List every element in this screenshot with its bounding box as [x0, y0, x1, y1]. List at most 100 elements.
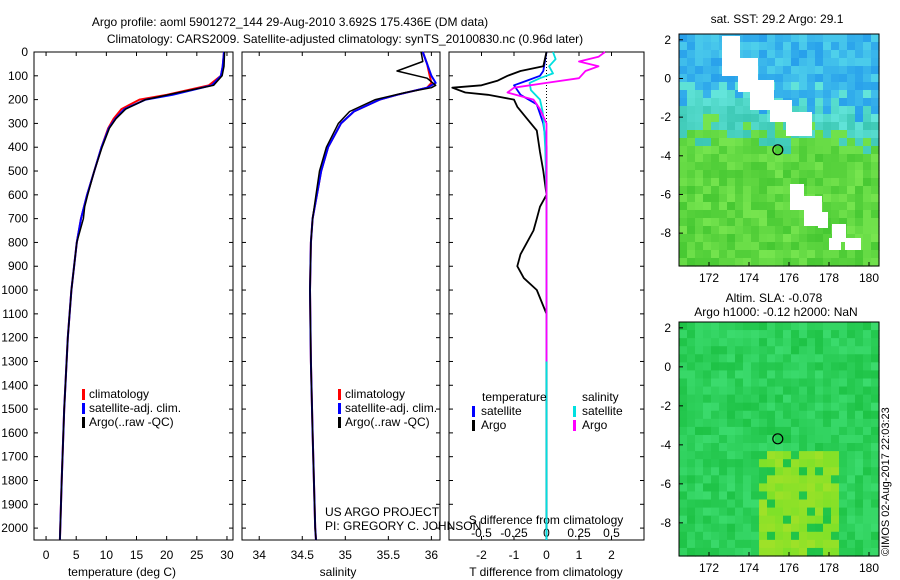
sla-map-cell	[719, 539, 728, 549]
sst-map-cell	[799, 74, 808, 83]
sla-map-cell	[831, 402, 840, 412]
sla-map-cell	[695, 467, 704, 476]
sst-map-cell	[767, 130, 776, 139]
sla-map-cell	[815, 451, 824, 460]
sst-map-cell	[783, 146, 792, 155]
sla-map-cell	[783, 499, 792, 509]
sst-map-cell	[775, 154, 784, 163]
sla-map-cell	[743, 386, 752, 396]
sst-map-cell	[855, 178, 864, 187]
sst-map-cell	[791, 138, 800, 147]
sst-map-cell	[759, 202, 768, 211]
sla-map-cell	[727, 507, 736, 517]
sst-map-cell	[695, 162, 704, 171]
sst-map-cell	[703, 218, 712, 227]
sst-map-cell	[687, 154, 696, 163]
sst-map-cell	[759, 250, 768, 259]
sla-map-cell	[727, 523, 736, 533]
sst-map-cell	[815, 122, 824, 131]
sst-map-cell	[839, 74, 848, 83]
sst-map-cell	[759, 146, 768, 155]
sst-map-cell	[847, 82, 856, 91]
sla-map-cell	[863, 507, 872, 517]
sst-map-cell	[799, 234, 808, 243]
sla-map-cell	[679, 418, 688, 428]
sla-map-cell	[759, 370, 768, 380]
sst-map-cell	[783, 202, 792, 211]
sst-map-cell	[759, 42, 768, 51]
sst-map-cell	[791, 178, 800, 187]
sst-map-cell	[727, 226, 736, 235]
sla-map-cell	[831, 443, 840, 452]
temperature-legend-swatch	[82, 403, 85, 414]
sla-map-cell	[759, 322, 768, 331]
sst-map-cell	[855, 186, 864, 195]
sst-map-cell	[799, 226, 808, 235]
sst-map-cell	[695, 98, 704, 107]
sla-map-cell	[679, 483, 688, 493]
sla-map-cell	[735, 434, 744, 444]
sst-map-cell	[695, 50, 704, 59]
sst-map-cell	[823, 242, 832, 251]
sst-map-cell	[711, 170, 720, 179]
sst-map-cell	[759, 226, 768, 235]
sst-map-cell	[695, 218, 704, 227]
sla-map-cell	[703, 402, 712, 412]
sst-map-cell	[695, 242, 704, 251]
sla-map-cell	[727, 322, 736, 331]
sst-map-cell	[863, 178, 872, 187]
sst-map-cell	[831, 74, 840, 83]
sla-map-cell	[687, 515, 696, 525]
sst-map-cell	[703, 250, 712, 259]
sst-map-cell	[775, 66, 784, 75]
sla-map-cell	[687, 467, 696, 476]
sla-map-cell	[687, 459, 696, 468]
sst-map-cell	[703, 138, 712, 147]
sst-map-cell	[855, 210, 864, 219]
sla-map-cell	[823, 322, 832, 331]
sst-map-cell	[823, 226, 832, 235]
sst-map-cell	[871, 114, 880, 123]
sla-map-cell	[791, 386, 800, 396]
sst-map-cell	[735, 250, 744, 259]
sla-map-cell	[751, 451, 760, 460]
sla-map-cell	[815, 434, 824, 444]
sla-map-cell	[807, 370, 816, 380]
sst-map-cell	[735, 258, 744, 267]
sst-map-cell	[775, 194, 784, 203]
sst-map-cell	[847, 58, 856, 67]
sla-map-cell	[863, 434, 872, 444]
sla-map-cell	[791, 346, 800, 355]
sst-map-cell	[687, 162, 696, 171]
sst-map-cell	[783, 34, 792, 43]
sla-map-cell	[679, 467, 688, 476]
sst-map-cell	[695, 138, 704, 147]
sla-map-cell	[839, 539, 848, 549]
sst-map-cell	[751, 114, 760, 123]
sst-map-cell	[815, 74, 824, 83]
sla-map-cell	[751, 531, 760, 541]
sla-map-cell	[695, 402, 704, 412]
sst-map-cell	[759, 178, 768, 187]
sst-map-cell	[687, 122, 696, 131]
sst-map-cell	[855, 106, 864, 115]
sla-map-cell	[855, 434, 864, 444]
sla-map-cell	[719, 322, 728, 331]
sst-map-cell	[815, 226, 824, 235]
sla-map-cell	[839, 362, 848, 372]
sla-map-cell	[711, 378, 720, 388]
sst-map-cell	[783, 226, 792, 235]
sst-map-cell	[783, 194, 792, 203]
sla-map-cell	[679, 426, 688, 436]
sla-map-cell	[743, 354, 752, 363]
sst-map-cell	[727, 242, 736, 251]
sst-map-cell	[751, 170, 760, 179]
sst-map-cell	[823, 170, 832, 179]
sla-map-cell	[791, 322, 800, 331]
sla-map-cell	[687, 362, 696, 372]
sst-map-cell	[791, 242, 800, 251]
sst-map-cell	[847, 178, 856, 187]
sla-map-cell	[831, 483, 840, 493]
sst-map-cell	[823, 42, 832, 51]
sla-map-cell	[775, 322, 784, 331]
